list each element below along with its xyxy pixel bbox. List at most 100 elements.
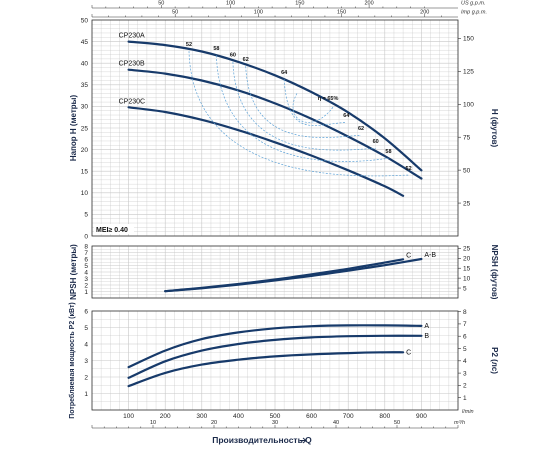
head-y2-tick: 25 [463, 200, 471, 207]
npsh-y2-tick: 15 [463, 266, 471, 273]
head-series-label-cp230a: CP230A [119, 33, 145, 40]
head-efficiency-label: 62 [243, 57, 249, 63]
head-efficiency-label: 52 [406, 166, 412, 172]
head-efficiency-label: 64 [343, 113, 350, 119]
mei-annotation: MEI≥ 0.40 [96, 227, 128, 234]
power-y2-tick: 7 [463, 321, 467, 328]
head-y2-tick: 150 [463, 36, 474, 43]
power-y-tick: 5 [84, 325, 88, 332]
head-y-tick: 25 [81, 125, 89, 132]
head-efficiency-label: 58 [213, 46, 219, 52]
head-y-tick: 0 [84, 233, 88, 240]
m3h-axis-tick: 50 [394, 420, 400, 426]
npsh-y2label: NPSH (футов) [490, 245, 499, 300]
head-frame [91, 19, 459, 237]
npsh-y-tick: 4 [84, 269, 88, 276]
npsh-frame [91, 245, 459, 299]
head-efficiency-curve [216, 55, 389, 162]
head-efficiency-label: 64 [281, 70, 288, 76]
power-y-tick: 2 [84, 374, 88, 381]
head-y-tick: 5 [84, 212, 88, 219]
head-y-tick: 15 [81, 169, 89, 176]
power-y2-tick: 3 [463, 370, 467, 377]
head-series-cp230c [127, 106, 405, 197]
head-y-tick: 30 [81, 104, 89, 111]
power-y2-tick: 1 [463, 395, 467, 402]
power-y2-tick: 2 [463, 383, 467, 390]
npsh-y-tick: 7 [84, 250, 88, 257]
top-axis-0-tick: 150 [295, 1, 304, 7]
m3h-axis-tick: 30 [272, 420, 278, 426]
power-x-tick: 400 [233, 413, 244, 420]
power-series-label-b: B [424, 333, 429, 340]
head-efficiency-curve [245, 66, 362, 138]
npsh-y2-tick: 20 [463, 256, 471, 263]
npsh-y2-tick: 25 [463, 246, 471, 253]
head-efficiency-label: 60 [373, 139, 379, 145]
power-y2-tick: 5 [463, 346, 467, 353]
head-y2label: H (футов) [490, 109, 499, 148]
npsh-y-tick: 8 [84, 243, 88, 250]
npsh-series-label-a-b: A-B [424, 252, 436, 259]
head-y-tick: 10 [81, 190, 89, 197]
head-y2-tick: 100 [463, 102, 474, 109]
power-y2-tick: 4 [463, 358, 467, 365]
npsh-ylabel: NPSH (метры) [69, 244, 78, 300]
npsh-series-c [164, 258, 405, 293]
head-y2-tick: 75 [463, 135, 471, 142]
top-axis-0-tick: 200 [365, 1, 374, 7]
top-axis-0-unit: US g.p.m. [461, 1, 485, 7]
head-y-tick: 40 [81, 61, 89, 68]
m3h-axis-unit: m³/h [454, 420, 465, 426]
power-x-unit: l/min [462, 409, 474, 415]
power-y-tick: 6 [84, 308, 88, 315]
npsh-series-label-c: C [406, 252, 411, 259]
m3h-axis-tick: 10 [150, 420, 156, 426]
head-y-tick: 20 [81, 147, 89, 154]
head-y-tick: 35 [81, 82, 89, 89]
power-y-tick: 4 [84, 341, 88, 348]
x-axis-title: Производительность Q [212, 435, 312, 445]
npsh-y2-tick: 5 [463, 285, 467, 292]
head-series-cp230b [127, 68, 423, 180]
power-y-tick: 1 [84, 391, 88, 398]
power-x-tick: 600 [306, 413, 317, 420]
power-y2label: P2 (лс) [490, 347, 499, 374]
power-series-b [127, 334, 423, 379]
head-efficiency-label: 62 [358, 126, 364, 132]
npsh-y-tick: 1 [84, 289, 88, 296]
npsh-y-tick: 2 [84, 282, 88, 289]
top-axis-1-tick: 200 [420, 10, 429, 16]
power-x-tick: 300 [196, 413, 207, 420]
head-efficiency-label: 60 [230, 53, 236, 59]
power-series-label-a: A [424, 323, 429, 330]
head-efficiency-curve [232, 61, 376, 151]
power-series-c [127, 351, 405, 388]
top-axis-1-tick: 150 [337, 10, 346, 16]
head-y2-tick: 50 [463, 167, 471, 174]
power-x-tick: 900 [416, 413, 427, 420]
top-axis-1-tick: 100 [254, 10, 263, 16]
power-ylabel: Потребляемая мощность P2 (кВт) [68, 302, 76, 418]
head-y-tick: 45 [81, 39, 89, 46]
head-efficiency-peak-curve [292, 93, 334, 123]
top-axis-1-tick: 50 [172, 10, 178, 16]
npsh-y-tick: 5 [84, 263, 88, 270]
power-y-tick: 3 [84, 358, 88, 365]
power-x-tick: 500 [270, 413, 281, 420]
power-frame [91, 310, 459, 411]
head-efficiency-curve [188, 51, 409, 177]
head-efficiency-label: 52 [186, 42, 192, 48]
head-y-tick: 50 [81, 17, 89, 24]
top-axis-0-tick: 100 [226, 1, 235, 7]
power-series-label-c: C [406, 349, 411, 356]
power-y2-tick: 6 [463, 334, 467, 341]
npsh-y2-tick: 10 [463, 275, 471, 282]
m3h-axis-tick: 40 [333, 420, 339, 426]
power-series-a [127, 324, 423, 369]
head-series-cp230a [127, 40, 423, 172]
head-efficiency-label: η = 65% [318, 96, 339, 102]
top-axis-0-tick: 50 [158, 1, 164, 7]
x-axis-arrow-icon [300, 437, 307, 444]
